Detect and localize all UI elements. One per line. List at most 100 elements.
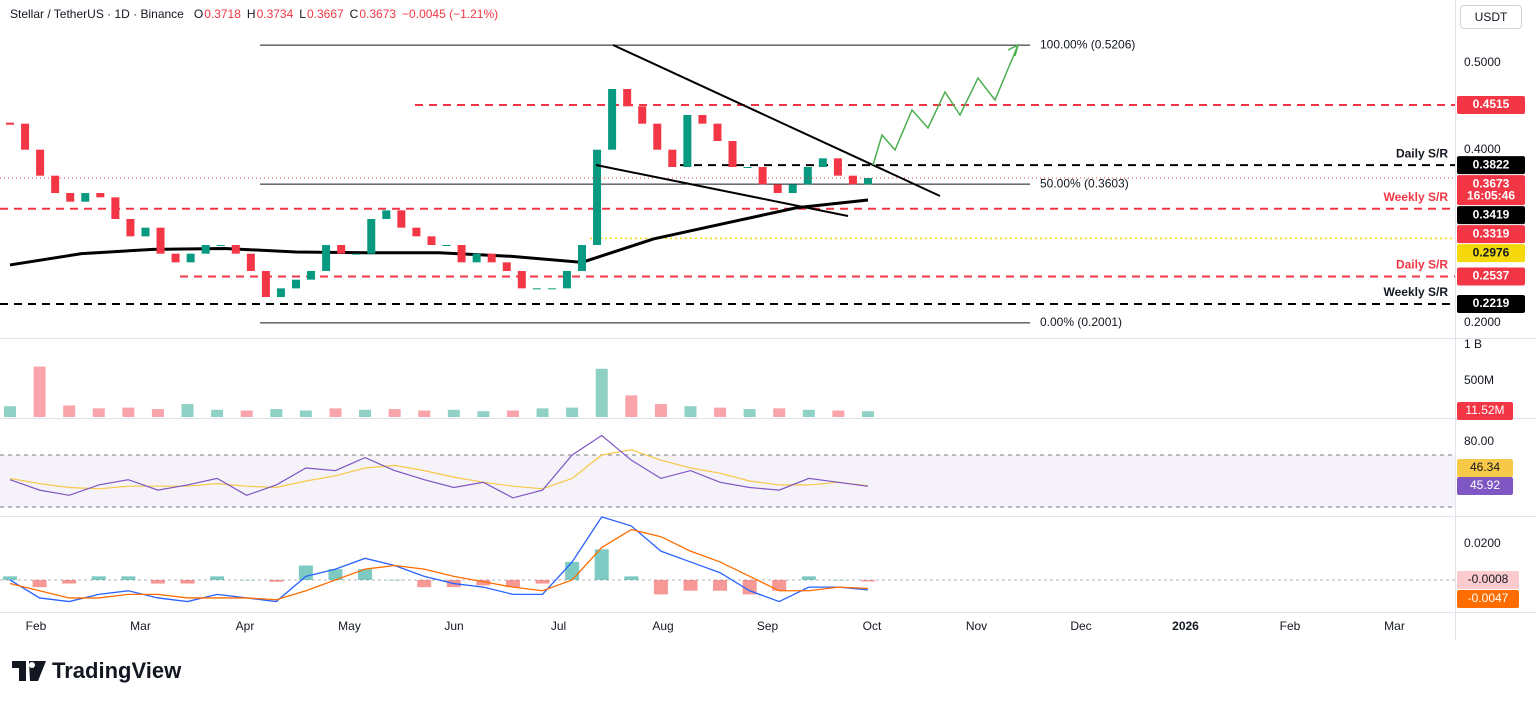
rsi-badge-label: 46.34 — [1470, 460, 1500, 474]
candle — [848, 175, 857, 185]
macd-badge-label: -0.0008 — [1468, 572, 1509, 586]
histogram-bar — [861, 579, 875, 582]
fib-label: 50.00% (0.3603) — [1040, 176, 1129, 190]
x-tick-label: Jun — [444, 619, 463, 633]
candle — [788, 184, 797, 194]
histogram-bar — [32, 579, 47, 588]
price-badge-label: 0.3822 — [1473, 157, 1510, 171]
candle — [773, 184, 782, 194]
rsi-badge-label: 45.92 — [1470, 478, 1500, 492]
level-name: Daily S/R — [1396, 258, 1448, 272]
volume-bar — [270, 409, 283, 417]
volume-bar — [388, 409, 401, 417]
candle — [337, 245, 346, 254]
x-tick-label: Jul — [551, 619, 566, 633]
ohlc-value: 0.3673 — [359, 7, 397, 21]
candle — [653, 123, 662, 150]
price-badge-label: 0.4515 — [1473, 97, 1510, 111]
candle — [81, 193, 90, 202]
histogram-bar — [653, 579, 668, 595]
candle — [728, 141, 737, 168]
price-badge — [1457, 156, 1525, 175]
candle — [96, 193, 105, 198]
volume-bar — [684, 406, 697, 417]
rsi-badge — [1457, 477, 1513, 495]
ohlc-key: H — [246, 7, 256, 21]
volume-bar — [92, 408, 105, 417]
histogram-bar — [417, 579, 432, 588]
candle — [668, 149, 677, 168]
candle — [276, 288, 285, 298]
candle — [66, 193, 75, 202]
x-tick-label: May — [338, 619, 361, 633]
histogram-bar — [742, 579, 757, 595]
rsi-line — [9, 434, 869, 499]
histogram-bar — [387, 579, 402, 581]
candle — [457, 245, 466, 263]
brand-logo — [12, 661, 46, 681]
y-tick-label: 0.5000 — [1464, 55, 1501, 69]
candle — [758, 167, 767, 185]
volume-bar — [4, 406, 16, 417]
y-tick-label: 0.0200 — [1464, 536, 1501, 550]
candle — [864, 178, 872, 185]
candle — [367, 219, 376, 254]
candle — [156, 227, 165, 254]
histogram-bar — [180, 579, 195, 584]
candle — [442, 245, 451, 247]
candle — [111, 197, 120, 220]
volume-bar — [240, 410, 253, 417]
x-tick-label: Sep — [757, 619, 779, 633]
candle — [216, 245, 225, 247]
candle — [231, 245, 240, 254]
volume-bar — [181, 404, 194, 417]
candle — [502, 262, 511, 272]
candle — [322, 245, 331, 272]
brand-name: TradingView — [52, 658, 182, 683]
ohlc-value: 0.3718 — [204, 7, 241, 21]
candle — [833, 158, 842, 176]
price-badge — [1457, 96, 1525, 115]
candle — [487, 253, 496, 263]
price-badge-label: 0.2219 — [1473, 296, 1510, 310]
currency-button[interactable]: USDT — [1460, 5, 1522, 29]
histogram-bar — [772, 579, 787, 591]
candle — [532, 288, 541, 290]
candle — [246, 253, 255, 272]
histogram-bar — [121, 576, 136, 580]
candle — [623, 89, 632, 107]
candle — [472, 253, 481, 263]
x-tick-label: Aug — [652, 619, 673, 633]
histogram-bar — [91, 576, 106, 580]
candle — [6, 122, 14, 125]
change: −0.0045 (−1.21%) — [402, 7, 499, 21]
ohlc-key: C — [349, 7, 359, 21]
candle — [547, 288, 556, 290]
volume-bar — [122, 407, 135, 417]
ohlc: O0.3718 H0.3734 L0.3667 C0.3673 — [194, 7, 402, 21]
x-tick-label: Dec — [1070, 619, 1091, 633]
candle — [412, 227, 421, 237]
candle — [21, 123, 30, 150]
histogram-bar — [269, 579, 284, 582]
macd-badge-label: -0.0047 — [1468, 591, 1509, 605]
x-tick-label: Nov — [966, 619, 987, 633]
candle — [126, 219, 135, 237]
histogram-bar — [298, 565, 313, 580]
rsi-line — [9, 449, 869, 490]
volume-bar — [595, 368, 608, 417]
x-tick-label: 2026 — [1172, 619, 1199, 633]
fib-label: 100.00% (0.5206) — [1040, 37, 1135, 51]
histogram-bar — [210, 576, 225, 580]
price-badge — [1457, 267, 1525, 286]
pane-separators — [0, 0, 1536, 640]
y-tick-label: 0.2000 — [1464, 315, 1501, 329]
price-badge — [1457, 206, 1525, 225]
histogram-bar — [683, 579, 698, 591]
price-badge — [1457, 244, 1525, 263]
macd-badge — [1457, 571, 1519, 589]
volume-bar — [211, 409, 224, 417]
level-name: Weekly S/R — [1384, 190, 1449, 204]
histogram-bar — [3, 576, 17, 580]
